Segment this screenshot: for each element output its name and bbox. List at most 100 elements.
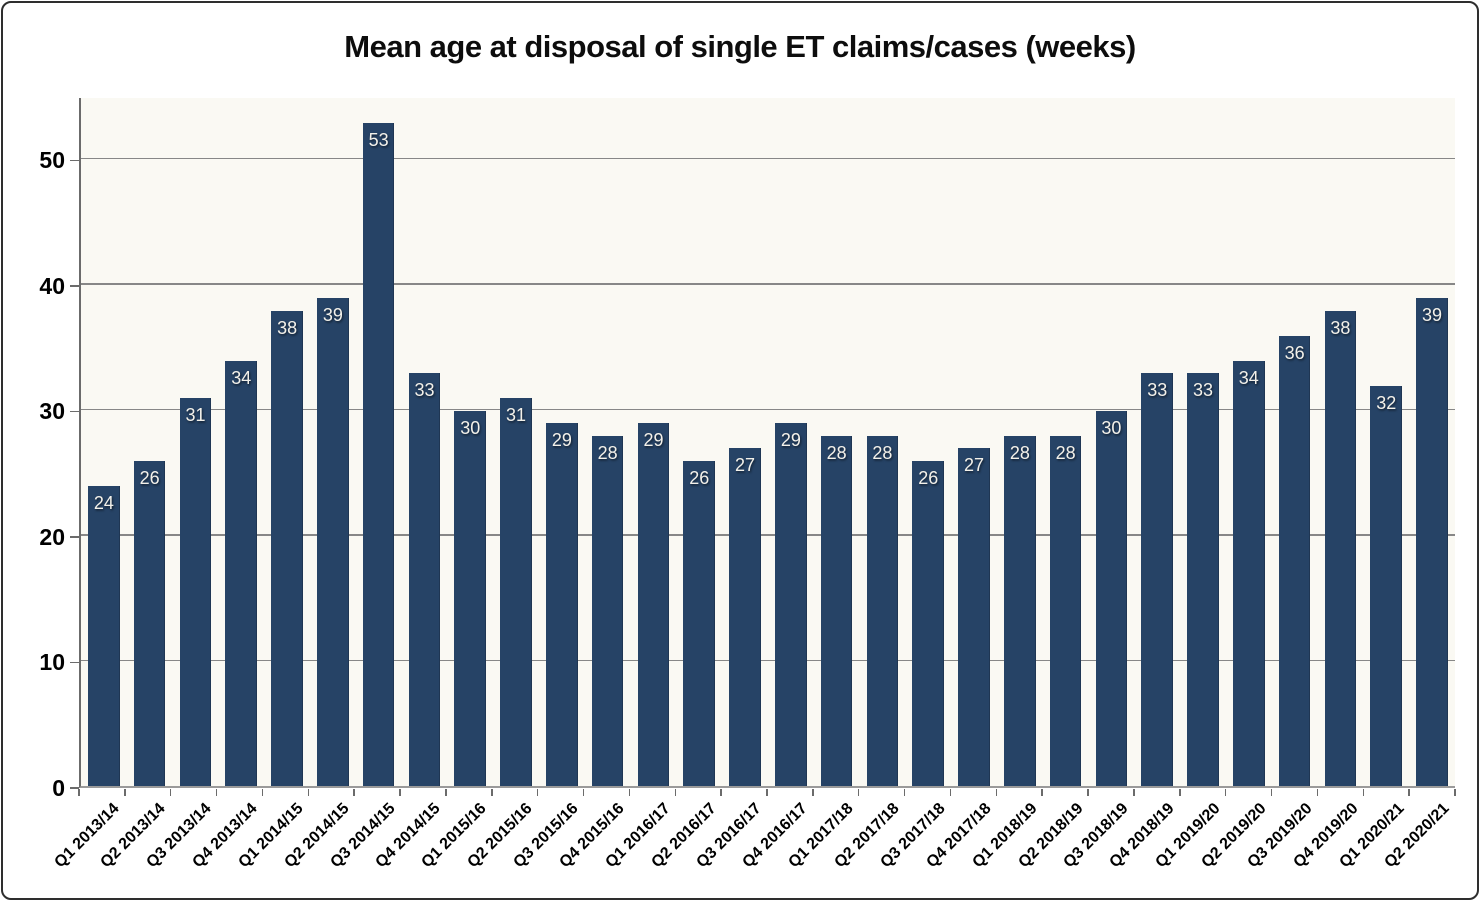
bar-q4-2018-19: 33 xyxy=(1141,373,1174,786)
y-tick-mark xyxy=(70,661,79,664)
bar-slot: 30 xyxy=(447,98,493,786)
y-axis-label: 40 xyxy=(39,272,65,299)
y-tick-mark xyxy=(70,410,79,413)
bar-q2-2013-14: 26 xyxy=(133,460,166,786)
x-tick-mark xyxy=(1270,789,1273,796)
x-tick-mark xyxy=(261,789,264,796)
x-tick-mark xyxy=(582,789,585,796)
bar-q1-2016-17: 29 xyxy=(637,423,670,786)
bar-value-label: 32 xyxy=(1376,392,1397,413)
bar-q2-2014-15: 39 xyxy=(317,298,349,786)
bar-value-label: 24 xyxy=(93,492,114,513)
bar-value-label: 39 xyxy=(1421,305,1443,326)
bar-slot: 26 xyxy=(905,98,951,786)
x-tick-mark xyxy=(766,789,768,796)
bar-slot: 31 xyxy=(173,98,219,786)
gridline xyxy=(81,659,1455,662)
bar-q3-2015-16: 29 xyxy=(546,423,578,786)
y-tick-mark xyxy=(70,285,79,287)
bar-slot: 26 xyxy=(127,98,173,786)
bar-slot: 27 xyxy=(722,98,768,786)
x-tick-mark xyxy=(536,789,539,796)
bar-slot: 28 xyxy=(997,98,1043,786)
bar-slot: 39 xyxy=(310,98,356,786)
bar-slot: 33 xyxy=(402,98,448,786)
y-tick-mark xyxy=(70,787,79,789)
bar-value-label: 30 xyxy=(460,417,481,438)
bar-q2-2019-20: 34 xyxy=(1233,360,1265,786)
bar-slot: 34 xyxy=(218,98,264,786)
bar-q4-2015-16: 28 xyxy=(591,435,624,786)
x-tick-mark xyxy=(1454,789,1456,796)
bar-slot: 33 xyxy=(1134,98,1180,786)
y-axis-label: 20 xyxy=(39,523,65,550)
bar-q1-2015-16: 30 xyxy=(454,410,487,786)
bar-value-label: 33 xyxy=(1147,380,1168,401)
bar-slot: 32 xyxy=(1363,98,1409,786)
bar-q2-2017-18: 28 xyxy=(866,435,899,786)
bar-value-label: 27 xyxy=(735,455,756,476)
x-tick-mark xyxy=(1133,789,1135,796)
bar-slot: 29 xyxy=(539,98,585,786)
bar-value-label: 34 xyxy=(1238,367,1259,388)
y-tick-mark xyxy=(70,159,79,162)
bar-q1-2020-21: 32 xyxy=(1370,385,1402,786)
x-tick-mark xyxy=(1316,789,1319,796)
x-tick-mark xyxy=(78,789,80,796)
x-tick-mark xyxy=(949,789,952,796)
bar-slot: 27 xyxy=(951,98,997,786)
bar-slot: 38 xyxy=(1318,98,1364,786)
x-tick-mark xyxy=(1224,789,1227,796)
gridline xyxy=(81,534,1455,536)
bar-value-label: 38 xyxy=(1330,317,1351,338)
bar-q3-2016-17: 27 xyxy=(729,448,761,786)
x-tick-mark xyxy=(307,789,310,796)
bar-q1-2014-15: 38 xyxy=(271,310,303,786)
bar-value-label: 38 xyxy=(277,317,298,338)
bar-q4-2016-17: 29 xyxy=(775,423,807,786)
bar-q3-2013-14: 31 xyxy=(179,398,212,786)
bar-value-label: 33 xyxy=(1193,380,1214,401)
x-tick-mark xyxy=(353,789,355,796)
bar-slot: 39 xyxy=(1409,98,1455,786)
bar-value-label: 28 xyxy=(872,442,893,463)
bar-value-label: 34 xyxy=(231,367,252,388)
y-axis-label: 10 xyxy=(39,649,65,676)
x-tick-mark xyxy=(445,789,447,796)
plot-area: 24 26 31 34 38 39 53 33 30 31 29 28 29 26 27 29 28 28 26 27… xyxy=(79,98,1455,788)
bar-value-label: 28 xyxy=(826,442,847,463)
x-tick-mark xyxy=(857,789,860,796)
bar-q3-2019-20: 36 xyxy=(1278,335,1311,786)
bar-q1-2013-14: 24 xyxy=(88,485,120,786)
x-tick-mark xyxy=(720,789,722,796)
x-axis-ticks xyxy=(78,789,1456,796)
y-axis-label: 30 xyxy=(39,398,65,425)
y-axis-labels: 0 10 20 30 40 50 xyxy=(3,98,65,799)
bar-value-label: 36 xyxy=(1284,342,1305,363)
bar-q2-2018-19: 28 xyxy=(1049,435,1082,786)
x-tick-mark xyxy=(399,789,401,796)
bar-q2-2015-16: 31 xyxy=(500,398,532,786)
bar-value-label: 26 xyxy=(918,467,939,488)
bar-q4-2019-20: 38 xyxy=(1324,310,1357,786)
x-tick-mark xyxy=(169,789,172,796)
bar-value-label: 28 xyxy=(1055,442,1076,463)
bar-slot: 38 xyxy=(264,98,310,786)
chart-title: Mean age at disposal of single ET claims… xyxy=(344,29,1136,64)
bar-slot: 28 xyxy=(585,98,631,786)
bar-q3-2017-18: 26 xyxy=(912,460,945,786)
y-tick-mark xyxy=(70,536,79,538)
x-tick-mark xyxy=(903,789,906,796)
bar-value-label: 39 xyxy=(322,305,343,326)
bar-value-label: 26 xyxy=(139,467,160,488)
bar-slot: 28 xyxy=(1043,98,1089,786)
x-tick-mark xyxy=(995,789,998,796)
bar-value-label: 31 xyxy=(506,405,527,426)
bar-value-label: 29 xyxy=(780,430,801,451)
x-tick-mark xyxy=(812,789,814,796)
bar-slot: 34 xyxy=(1226,98,1272,786)
bar-slot: 31 xyxy=(493,98,539,786)
bar-slot: 33 xyxy=(1180,98,1226,786)
bar-value-label: 53 xyxy=(368,130,389,151)
bar-slot: 53 xyxy=(356,98,402,786)
